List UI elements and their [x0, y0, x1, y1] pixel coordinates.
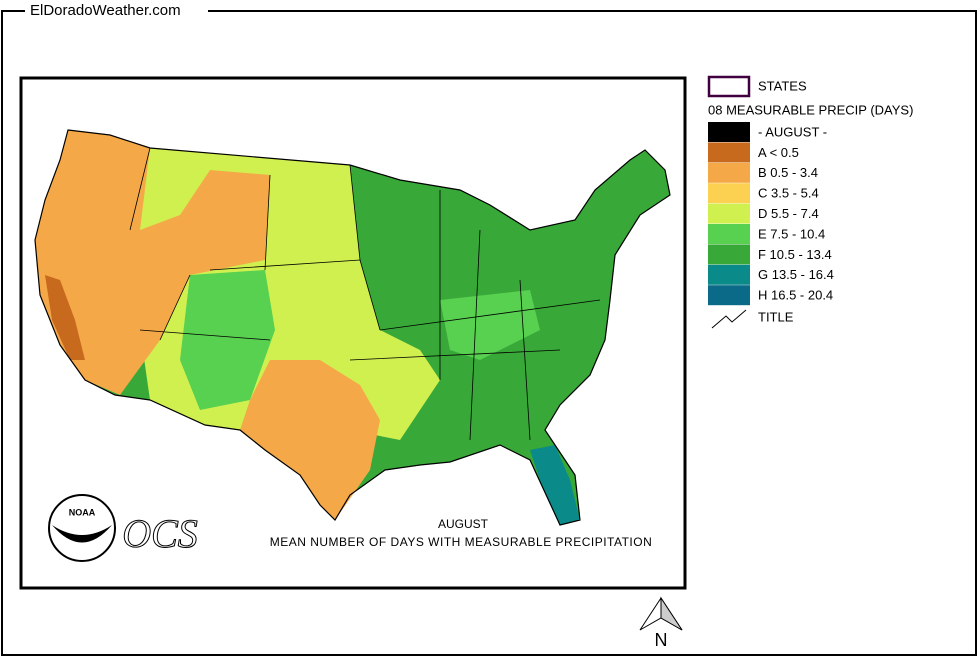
title-label: TITLE — [758, 309, 794, 324]
legend-label: G 13.5 - 16.4 — [758, 267, 834, 282]
outer-frame — [1, 10, 977, 656]
ocs-logo: OCS — [122, 511, 198, 556]
legend-label: - AUGUST - — [758, 124, 827, 139]
state-lines — [129, 147, 601, 441]
states-swatch — [707, 75, 751, 98]
north-label: N — [655, 630, 668, 650]
region-e-ohio — [440, 290, 540, 360]
header-bg — [25, 0, 208, 22]
legend-label: D 5.5 - 7.4 — [758, 206, 819, 221]
legend-swatch — [708, 264, 750, 285]
legend-label: E 7.5 - 10.4 — [758, 226, 825, 241]
noaa-text: NOAA — [69, 507, 96, 517]
north-arrow-shade — [660, 596, 683, 631]
us-outline — [34, 129, 671, 526]
legend-label: H 16.5 - 20.4 — [758, 288, 833, 303]
noaa-bird — [52, 525, 112, 543]
legend-swatch — [708, 122, 750, 142]
noaa-logo — [48, 494, 116, 562]
states-label: STATES — [758, 78, 807, 93]
site-title: ElDoradoWeather.com — [30, 2, 181, 19]
region-g — [530, 445, 580, 525]
legend-label: C 3.5 - 5.4 — [758, 186, 819, 201]
legend-label: B 0.5 - 3.4 — [758, 165, 818, 180]
us-map — [34, 129, 671, 526]
legend-swatch — [708, 244, 750, 265]
legend-swatch — [708, 285, 750, 306]
map-caption: MEAN NUMBER OF DAYS WITH MEASURABLE PREC… — [270, 535, 653, 549]
legend-swatch — [708, 203, 750, 224]
legend-items: - AUGUST - A < 0.5 B 0.5 - 3.4 C 3.5 - 5.4 D… — [708, 122, 834, 306]
region-b-west — [35, 130, 270, 395]
legend-swatch — [708, 142, 750, 163]
legend-label: A < 0.5 — [758, 145, 799, 160]
map-month: AUGUST — [438, 517, 489, 531]
legend-swatch — [708, 162, 750, 183]
legend-title: 08 MEASURABLE PRECIP (DAYS) — [708, 102, 913, 117]
legend-swatch — [708, 224, 750, 244]
region-b-texas — [240, 360, 380, 520]
legend-label: F 10.5 - 13.4 — [758, 247, 832, 262]
title-line-icon — [711, 309, 747, 329]
region-e-rockies — [180, 270, 275, 410]
legend-swatch — [708, 183, 750, 204]
region-a — [45, 275, 85, 360]
